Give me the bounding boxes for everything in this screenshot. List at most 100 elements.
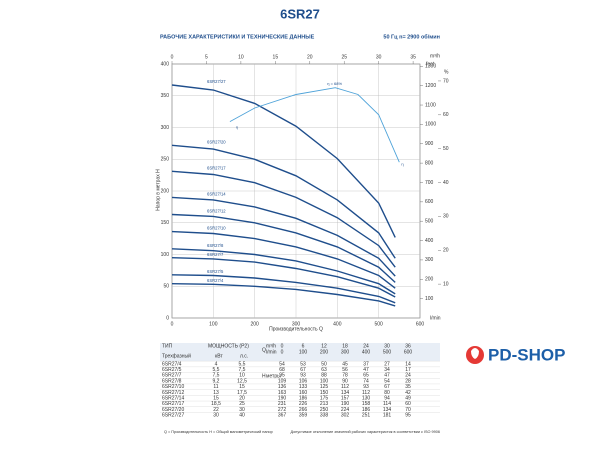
y2-tick-label: 10 [443, 281, 449, 287]
table-head: кВт [215, 353, 223, 359]
series-label: η [401, 161, 403, 166]
x-tick-label: 0 [171, 321, 174, 327]
table-header-bg [160, 343, 440, 361]
y3-tick-label: 800 [425, 160, 434, 166]
table-cell: 53 [300, 361, 306, 367]
table-cell: 226 [299, 401, 308, 407]
series-label: 6SR27/7 [207, 252, 224, 257]
table-cell: 6SR27/20 [162, 407, 184, 413]
head-curve [171, 213, 396, 283]
x-label: Производительность Q [269, 326, 323, 332]
logo-icon [466, 346, 484, 364]
table-cell: 6SR27/12 [162, 390, 184, 396]
y3-tick-label: 200 [425, 277, 434, 283]
table-cell: 28 [405, 378, 411, 384]
y-tick-label: 350 [161, 93, 170, 99]
table-cell: 6SR27/10 [162, 384, 184, 390]
table-cell: 224 [341, 407, 350, 413]
table-cell: 6SR27/7 [162, 373, 182, 379]
table-cell: 272 [278, 407, 287, 413]
table-cell: 106 [299, 378, 308, 384]
head-curve [171, 144, 396, 259]
speed: 50 Гц n= 2900 об/мин [383, 33, 440, 40]
table-q: 500 [383, 349, 392, 355]
table-cell: 56 [342, 367, 348, 373]
head-curve [171, 230, 396, 289]
table-cell: 18,5 [211, 401, 221, 407]
table-cell: 30 [213, 413, 219, 419]
table-cell: 6SR27/8 [162, 378, 182, 384]
y2-tick-label: 50 [443, 146, 449, 152]
x-tick-label: 100 [209, 321, 218, 327]
table-q: 24 [363, 343, 369, 349]
table-head: метры [266, 373, 281, 379]
table-cell: 133 [299, 384, 308, 390]
y-tick-label: 0 [166, 315, 169, 321]
table-cell: 6SR27/5 [162, 367, 182, 373]
y-tick-label: 200 [161, 188, 170, 194]
table-cell: 112 [341, 384, 349, 390]
table-cell: 95 [405, 413, 411, 419]
table-q: 0 [281, 343, 284, 349]
table-cell: 24 [405, 373, 411, 379]
series-label: η [236, 125, 238, 130]
table-cell: 47 [384, 373, 390, 379]
y-tick-label: 300 [161, 125, 170, 131]
table-q: 36 [405, 343, 411, 349]
table-cell: 88 [321, 373, 327, 379]
table-cell: 134 [341, 390, 350, 396]
table-cell: 125 [320, 384, 329, 390]
table-q: 200 [320, 349, 329, 355]
y3-tick-label: 1300 [425, 64, 436, 70]
table-cell: 6SR27/14 [162, 396, 184, 402]
table-cell: 17,5 [237, 390, 247, 396]
x-tick-label: 200 [250, 321, 259, 327]
table-cell: 42 [405, 390, 411, 396]
x-tick-label: 500 [374, 321, 383, 327]
head-curve [171, 274, 396, 304]
table-cell: 49 [405, 396, 411, 402]
title: 6SR27 [280, 6, 320, 21]
y2-tick-label: 20 [443, 248, 449, 254]
table-cell: 186 [362, 407, 371, 413]
y3-tick-label: 900 [425, 141, 434, 147]
table-head: ТИП [162, 343, 173, 349]
table-cell: 63 [321, 367, 327, 373]
x2-tick-label: 25 [341, 54, 347, 60]
table-cell: 12,5 [237, 378, 247, 384]
table-q: 6 [302, 343, 305, 349]
table-cell: 10 [239, 373, 245, 379]
table-head: l/min [266, 349, 277, 355]
annotation: η = 68% [327, 81, 342, 86]
y3-tick-label: 700 [425, 180, 434, 186]
y3-tick-label: 100 [425, 296, 434, 302]
table-cell: 14 [405, 361, 411, 367]
series-label: 6SR27/17 [207, 165, 226, 170]
table-cell: 67 [300, 367, 306, 373]
table-head: Q [262, 347, 266, 353]
y3-tick-label: 1100 [425, 102, 436, 108]
table-cell: 109 [278, 378, 287, 384]
y2-tick-label: 40 [443, 180, 449, 186]
series-label: 6SR27/14 [207, 191, 226, 196]
table-cell: 251 [362, 413, 371, 419]
table-cell: 93 [363, 384, 369, 390]
table-cell: 47 [363, 367, 369, 373]
subtitle: РАБОЧИЕ ХАРАКТЕРИСТИКИ И ТЕХНИЧЕСКИЕ ДАН… [160, 34, 315, 40]
table-cell: 93 [300, 373, 306, 379]
table-cell: 190 [341, 401, 350, 407]
y-tick-label: 250 [161, 157, 170, 163]
y3-unit: feet [426, 61, 435, 67]
table-cell: 37 [363, 361, 369, 367]
head-curve [171, 257, 396, 298]
y3-tick-label: 1000 [425, 122, 436, 128]
head-curve [171, 196, 396, 277]
table-cell: 45 [342, 361, 348, 367]
table-cell: 22 [213, 407, 219, 413]
table-cell: 359 [299, 413, 308, 419]
table-cell: 34 [384, 367, 390, 373]
table-cell: 11 [213, 384, 218, 390]
table-cell: 250 [320, 407, 329, 413]
series-label: 6SR27/10 [207, 226, 226, 231]
